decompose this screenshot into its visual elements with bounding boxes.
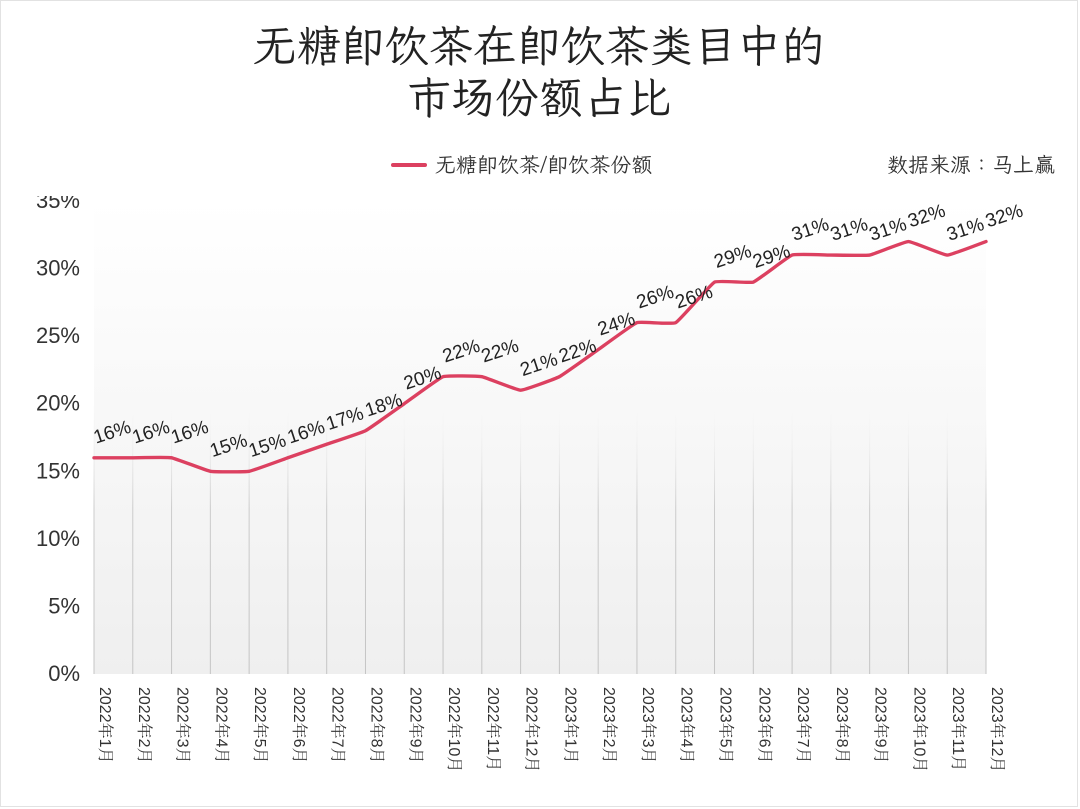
svg-text:2023年6月: 2023年6月 bbox=[755, 687, 774, 764]
svg-text:5%: 5% bbox=[48, 593, 80, 618]
svg-text:2023年12月: 2023年12月 bbox=[988, 687, 1007, 772]
svg-text:2022年8月: 2022年8月 bbox=[367, 687, 386, 764]
svg-text:25%: 25% bbox=[36, 323, 80, 348]
svg-text:2023年1月: 2023年1月 bbox=[561, 687, 580, 764]
svg-text:2022年5月: 2022年5月 bbox=[251, 687, 270, 764]
svg-text:2023年10月: 2023年10月 bbox=[910, 687, 929, 772]
svg-text:2023年5月: 2023年5月 bbox=[717, 687, 736, 764]
svg-text:32%: 32% bbox=[983, 201, 1026, 233]
svg-text:2023年8月: 2023年8月 bbox=[833, 687, 852, 764]
svg-text:30%: 30% bbox=[36, 256, 80, 281]
svg-text:10%: 10% bbox=[36, 526, 80, 551]
svg-text:2022年4月: 2022年4月 bbox=[212, 687, 231, 764]
svg-text:2022年3月: 2022年3月 bbox=[174, 687, 193, 764]
svg-text:2022年12月: 2022年12月 bbox=[523, 687, 542, 772]
svg-text:2022年7月: 2022年7月 bbox=[329, 687, 348, 764]
svg-text:0%: 0% bbox=[48, 661, 80, 686]
svg-text:2023年9月: 2023年9月 bbox=[872, 687, 891, 764]
svg-text:2023年3月: 2023年3月 bbox=[639, 687, 658, 764]
svg-text:2023年2月: 2023年2月 bbox=[600, 687, 619, 764]
svg-text:20%: 20% bbox=[36, 391, 80, 416]
svg-text:2022年11月: 2022年11月 bbox=[484, 687, 503, 771]
svg-text:2022年9月: 2022年9月 bbox=[406, 687, 425, 764]
svg-text:2022年10月: 2022年10月 bbox=[445, 687, 464, 772]
svg-text:2022年6月: 2022年6月 bbox=[290, 687, 309, 764]
svg-text:2023年11月: 2023年11月 bbox=[949, 687, 968, 771]
svg-text:15%: 15% bbox=[36, 458, 80, 483]
svg-text:2022年2月: 2022年2月 bbox=[135, 687, 154, 764]
svg-text:2023年7月: 2023年7月 bbox=[794, 687, 813, 764]
svg-text:2022年1月: 2022年1月 bbox=[96, 687, 115, 764]
svg-text:35%: 35% bbox=[36, 196, 80, 213]
svg-text:2023年4月: 2023年4月 bbox=[678, 687, 697, 764]
